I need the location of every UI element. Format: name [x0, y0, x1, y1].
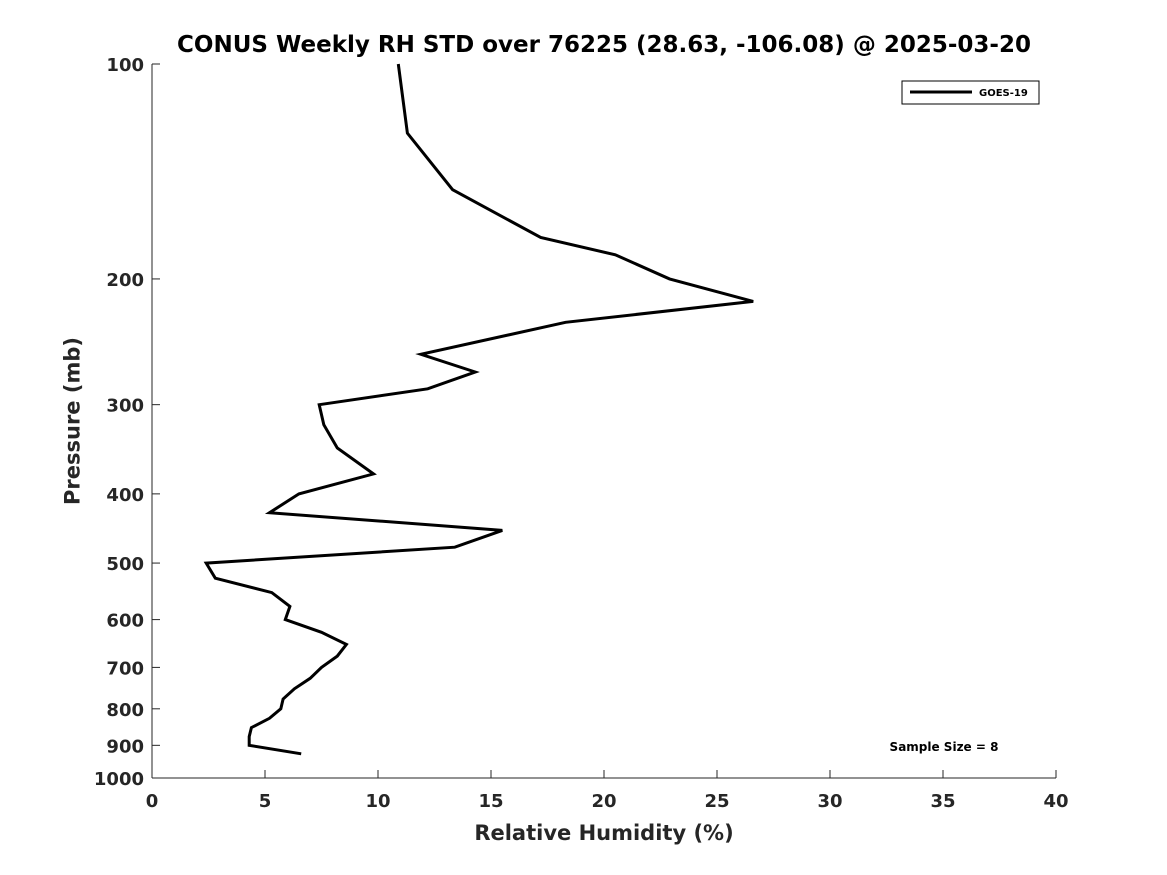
- y-tick-label: 100: [106, 55, 144, 76]
- x-axis: 0 5 10 15 20 25 30 35 40: [146, 770, 1069, 812]
- x-tick-label: 15: [478, 791, 503, 812]
- y-tick-label: 400: [106, 485, 144, 506]
- axes-background: [152, 64, 1056, 778]
- x-tick-label: 5: [259, 791, 272, 812]
- x-tick-label: 35: [930, 791, 955, 812]
- series-layer: [203, 63, 754, 756]
- y-tick-label: 800: [106, 700, 144, 721]
- y-axis: 100 200 300 400 500 600 700 800 900 1000: [94, 55, 160, 790]
- x-tick-label: 0: [146, 791, 159, 812]
- x-axis-label: Relative Humidity (%): [474, 821, 733, 845]
- plot-area: [151, 64, 1056, 779]
- x-tick-label: 25: [704, 791, 729, 812]
- x-tick-label: 10: [365, 791, 390, 812]
- y-tick-label: 900: [106, 736, 144, 757]
- legend: GOES-19: [901, 80, 1040, 105]
- y-tick-label: 200: [106, 270, 144, 291]
- y-tick-label: 300: [106, 396, 144, 417]
- x-tick-label: 20: [591, 791, 616, 812]
- y-axis-label: Pressure (mb): [60, 337, 84, 505]
- x-tick-label: 30: [817, 791, 842, 812]
- series-line-goes-19: [203, 63, 754, 756]
- legend-label-goes-19: GOES-19: [979, 88, 1028, 99]
- x-tick-label: 40: [1043, 791, 1068, 812]
- y-tick-label: 1000: [94, 769, 144, 790]
- sample-size-annotation: Sample Size = 8: [890, 740, 999, 754]
- y-tick-label: 500: [106, 554, 144, 575]
- chart-title: CONUS Weekly RH STD over 76225 (28.63, -…: [177, 32, 1031, 58]
- y-tick-label: 600: [106, 611, 144, 632]
- y-tick-label: 700: [106, 658, 144, 679]
